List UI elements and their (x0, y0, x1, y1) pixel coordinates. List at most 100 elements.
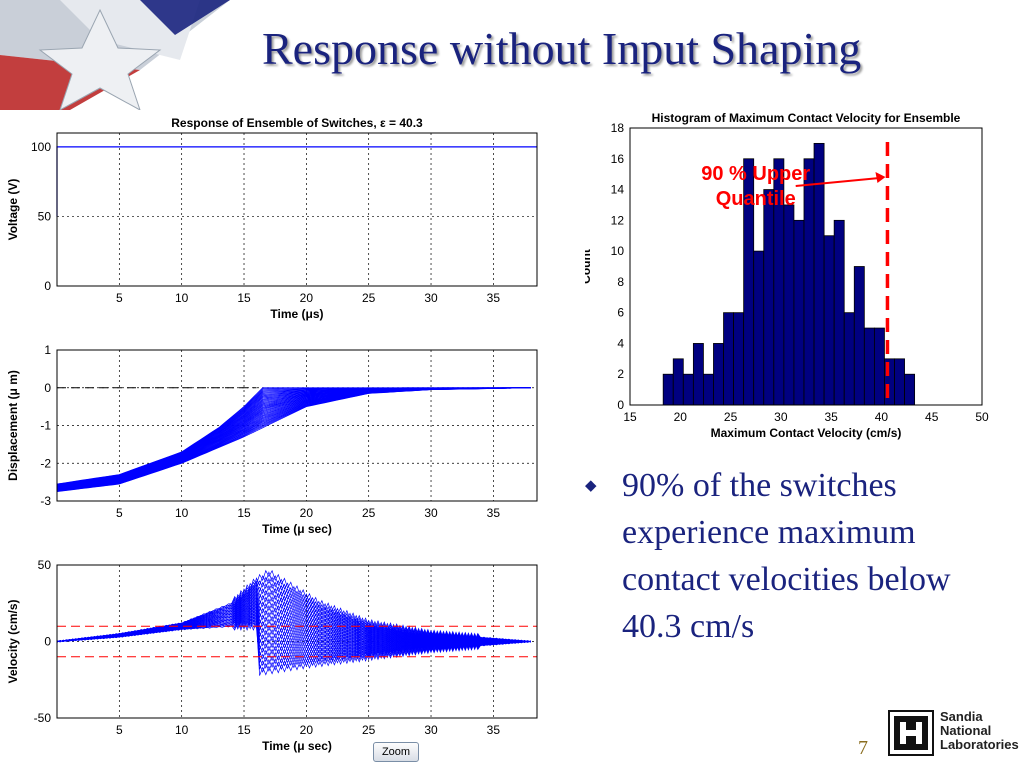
voltage-ytick-label-2: 100 (31, 140, 51, 154)
histogram-bar-4 (703, 373, 714, 406)
velocity-xtick-label-3: 20 (300, 723, 314, 737)
page-number: 7 (858, 737, 868, 759)
displacement-xtick-label-1: 10 (175, 506, 189, 520)
velocity-xtick-label-2: 15 (237, 723, 251, 737)
logo-line-2: National (940, 723, 992, 738)
histogram-bar-24 (904, 373, 916, 406)
histogram-ylabel: Count (585, 249, 593, 284)
voltage-xtick-label-1: 10 (175, 291, 189, 305)
voltage-xtick-label-6: 35 (487, 291, 501, 305)
velocity-xtick-label-4: 25 (362, 723, 376, 737)
sandia-logo-icon (888, 710, 934, 756)
logo-line-1: Sandia (940, 709, 983, 724)
voltage-ylabel: Voltage (V) (6, 179, 20, 241)
velocity-ylabel: Velocity (cm/s) (6, 599, 20, 683)
histogram-bar-16 (823, 235, 835, 406)
histogram-bar-7 (733, 312, 745, 406)
displacement-xtick-label-0: 5 (116, 506, 123, 520)
histogram-ytick-label-6: 12 (611, 213, 625, 227)
histogram-xtick-label-4: 35 (824, 410, 838, 424)
histogram-bar-2 (682, 373, 694, 406)
displacement-plot: 5 10 15 20 25 30 35 -3 -2 -1 0 1 Time (μ sec) Displac… (6, 343, 538, 536)
displacement-xtick-label-5: 30 (424, 506, 438, 520)
histogram-annotation-line-1: 90 % Upper (701, 163, 810, 185)
histogram-ytick-label-0: 0 (617, 398, 624, 412)
histogram-bar-9 (753, 250, 765, 406)
displacement-xlabel: Time (μ sec) (262, 522, 332, 536)
histogram-bar-14 (803, 158, 815, 406)
displacement-xtick-label-2: 15 (237, 506, 251, 520)
histogram-bar-17 (833, 219, 845, 406)
histogram-xtick-label-0: 15 (623, 410, 637, 424)
histogram-ytick-label-1: 2 (617, 367, 624, 381)
displacement-xtick-label-4: 25 (362, 506, 376, 520)
velocity-plot: 5 10 15 20 25 30 35 -50 0 50 Time (μ sec) Velocity … (6, 558, 538, 753)
histogram-ytick-label-3: 6 (617, 306, 624, 320)
voltage-xtick-label-2: 15 (237, 291, 251, 305)
displacement-ytick-label-3: 0 (44, 381, 51, 395)
voltage-plot: 5 10 15 20 25 30 35 0 50 100 Response of Ensemble … (6, 116, 538, 321)
voltage-ytick-label-0: 0 (44, 279, 51, 293)
histogram-bar-1 (672, 358, 684, 406)
histogram-xtick-label-2: 25 (724, 410, 738, 424)
voltage-ytick-label-1: 50 (38, 209, 52, 223)
velocity-xlabel: Time (μ sec) (262, 739, 332, 753)
histogram-bar-0 (662, 373, 674, 406)
voltage-frame (56, 132, 538, 287)
logo-line-3: Laboratories (940, 737, 1019, 752)
velocity-xtick-label-6: 35 (487, 723, 501, 737)
histogram-bar-13 (793, 219, 805, 406)
histogram-annotation-arrowhead (875, 172, 886, 183)
histogram-ytick-label-8: 16 (611, 152, 625, 166)
velocity-frame (56, 564, 538, 719)
voltage-xtick-label-4: 25 (362, 291, 376, 305)
velocity-xtick-label-0: 5 (116, 723, 123, 737)
histogram-bar-10 (763, 189, 775, 406)
displacement-frame (56, 349, 538, 502)
velocity-ytick-label-2: 50 (38, 558, 52, 572)
voltage-title: Response of Ensemble of Switches, ε = 40… (171, 116, 423, 130)
velocity-xtick-label-5: 30 (424, 723, 438, 737)
displacement-ytick-label-1: -2 (40, 456, 51, 470)
histogram-xtick-label-6: 45 (925, 410, 939, 424)
histogram-plot: 15 20 25 30 35 40 45 50 0 2 4 6 8 10 12 14 16 18 Histogram… (585, 111, 989, 440)
histogram-xtick-label-7: 50 (975, 410, 989, 424)
displacement-trace-35 (56, 387, 531, 492)
histogram-bar-20 (863, 327, 875, 406)
page-title: Response without Input Shaping (262, 23, 862, 74)
banner-star-icon (0, 0, 230, 110)
displacement-ylabel: Displacement (μ m) (6, 370, 20, 481)
histogram-annotation-line-2: Quantile (716, 188, 796, 210)
voltage-plot-area (57, 133, 537, 286)
displacement-ytick-label-2: -1 (40, 419, 51, 433)
histogram-bar-21 (873, 327, 885, 406)
zoom-button[interactable]: Zoom (373, 742, 419, 762)
diamond-bullet-icon: ◆ (585, 477, 597, 494)
logo-text: Sandia National Laboratories (940, 710, 1019, 752)
histogram-bar-5 (713, 343, 724, 406)
voltage-xlabel: Time (μs) (270, 307, 323, 321)
velocity-trace-29 (56, 621, 531, 676)
voltage-xtick-label-0: 5 (116, 291, 123, 305)
histogram-title: Histogram of Maximum Contact Velocity fo… (652, 111, 961, 125)
displacement-xtick-label-6: 35 (487, 506, 501, 520)
velocity-ytick-label-1: 0 (44, 635, 51, 649)
histogram-bar-19 (853, 266, 865, 406)
histogram-ytick-label-5: 10 (611, 244, 625, 258)
histogram-xtick-label-5: 40 (875, 410, 889, 424)
voltage-xtick-label-5: 30 (424, 291, 438, 305)
voltage-xtick-label-3: 20 (300, 291, 314, 305)
histogram-xtick-label-3: 30 (774, 410, 788, 424)
displacement-xtick-label-3: 20 (300, 506, 314, 520)
histogram-bar-23 (894, 358, 905, 406)
histogram-ytick-label-7: 14 (611, 183, 625, 197)
velocity-xtick-label-1: 10 (175, 723, 189, 737)
histogram-ytick-label-9: 18 (611, 121, 625, 135)
histogram-annotation-arrow (795, 177, 880, 187)
histogram-ytick-label-2: 4 (617, 336, 624, 350)
histogram-frame (629, 127, 983, 406)
histogram-xlabel: Maximum Contact Velocity (cm/s) (711, 426, 902, 440)
histogram-bar-12 (783, 204, 795, 406)
bullet-text: 90% of the switches experience maximum c… (622, 467, 951, 645)
histogram-ytick-label-4: 8 (617, 275, 624, 289)
